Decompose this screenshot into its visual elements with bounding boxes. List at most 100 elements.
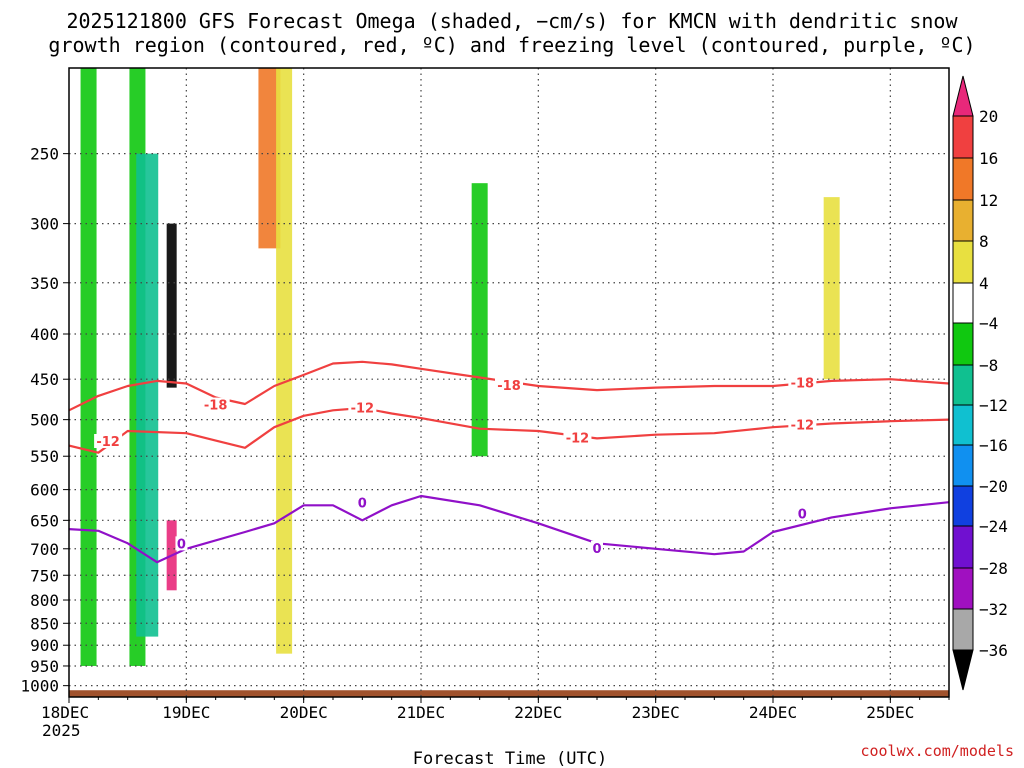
y-tick-label-450: 450 (30, 370, 59, 389)
x-axis-label: Forecast Time (UTC) (413, 749, 607, 768)
colorbar-label-7: −12 (979, 396, 1008, 415)
contour-label-2: -18 (791, 376, 815, 391)
y-tick-label-550: 550 (30, 447, 59, 466)
contour-label-5: -12 (566, 431, 590, 446)
colorbar-swatch-5 (952, 322, 974, 366)
colorbar-label-5: −4 (979, 314, 998, 333)
colorbar-bottom-arrow (952, 649, 974, 691)
x-tick-label-5: 23DEC (632, 703, 680, 722)
y-tick-label-700: 700 (30, 540, 59, 559)
y-tick-label-900: 900 (30, 636, 59, 655)
contour-label-bg-3 (94, 434, 123, 449)
colorbar-label-1: 16 (979, 149, 998, 168)
x-tick-label-3: 21DEC (397, 703, 445, 722)
contour-lines (69, 360, 949, 564)
contour-line-1 (69, 406, 949, 454)
y-tick-label-650: 650 (30, 511, 59, 530)
omega-shading (80, 68, 840, 666)
colorbar: 20 16 12 8 4 −4 −8 −12 −16 −20 −24 −28 −32 −36 (952, 75, 1008, 691)
contour-label-7: 0 (177, 537, 186, 552)
omega-region-8 (823, 197, 840, 380)
x-tick-label-7: 25DEC (866, 703, 914, 722)
omega-region-7 (471, 183, 488, 457)
contour-line-2 (69, 494, 949, 564)
omega-region-2 (136, 153, 159, 637)
y-tick-label-350: 350 (30, 274, 59, 293)
colorbar-label-3: 8 (979, 232, 989, 251)
colorbar-swatch-9 (952, 485, 974, 527)
contour-label-bg-2 (788, 375, 817, 390)
x-axis-year: 2025 (42, 721, 81, 740)
contour-label-1: -18 (497, 379, 521, 394)
colorbar-label-0: 20 (979, 107, 998, 126)
contour-label-bg-9 (591, 540, 603, 555)
colorbar-label-12: −32 (979, 600, 1008, 619)
y-tick-label-750: 750 (30, 566, 59, 585)
colorbar-swatch-0 (952, 115, 974, 159)
y-tick-label-300: 300 (30, 215, 59, 234)
colorbar-swatch-11 (952, 567, 974, 610)
contour-label-6: -12 (791, 419, 815, 434)
contour-label-bg-5 (563, 430, 592, 445)
colorbar-label-10: −24 (979, 517, 1008, 536)
colorbar-label-9: −20 (979, 477, 1008, 496)
x-tick-label-1: 19DEC (162, 703, 210, 722)
y-tick-label-800: 800 (30, 591, 59, 610)
colorbar-swatch-1 (952, 157, 974, 201)
y-tick-label-850: 850 (30, 614, 59, 633)
x-tick-label-4: 22DEC (514, 703, 562, 722)
colorbar-swatch-6 (952, 364, 974, 406)
colorbar-label-8: −16 (979, 436, 1008, 455)
colorbar-swatch-3 (952, 240, 974, 284)
colorbar-label-2: 12 (979, 191, 998, 210)
grid-lines (69, 68, 949, 697)
contour-label-9: 0 (592, 542, 601, 557)
contour-label-4: -12 (351, 402, 375, 417)
y-tick-label-500: 500 (30, 411, 59, 430)
omega-region-0 (80, 68, 97, 666)
chart-title-line1: 2025121800 GFS Forecast Omega (shaded, −… (66, 9, 958, 33)
colorbar-label-4: 4 (979, 274, 989, 293)
y-tick-label-1000: 1000 (20, 677, 59, 696)
contour-label-bg-8 (356, 495, 369, 510)
contour-label-8: 0 (358, 496, 367, 511)
colorbar-swatch-8 (952, 444, 974, 487)
colorbar-top-arrow (952, 75, 974, 117)
contour-label-bg-1 (495, 377, 523, 392)
contour-label-bg-4 (348, 400, 377, 415)
y-tick-label-600: 600 (30, 481, 59, 500)
y-tick-label-250: 250 (30, 145, 59, 164)
colorbar-swatch-12 (952, 608, 974, 651)
x-tick-label-2: 20DEC (280, 703, 328, 722)
omega-region-5 (258, 68, 281, 249)
contour-label-bg-6 (788, 417, 817, 432)
colorbar-label-6: −8 (979, 356, 998, 375)
terrain-band (69, 690, 949, 697)
contour-label-0: -18 (204, 399, 228, 414)
omega-region-6 (276, 68, 293, 654)
contour-label-10: 0 (798, 507, 807, 522)
colorbar-swatch-2 (952, 199, 974, 242)
colorbar-label-11: −28 (979, 559, 1008, 578)
contour-label-bg-7 (175, 536, 188, 551)
contour-label-bg-0 (201, 397, 230, 412)
colorbar-label-13: −36 (979, 641, 1008, 660)
credit-text: coolwx.com/models (860, 742, 1014, 760)
terrain-surface (69, 690, 949, 697)
contour-line-0 (69, 360, 949, 412)
colorbar-swatch-10 (952, 525, 974, 569)
x-tick-label-0: 18DEC (41, 703, 89, 722)
colorbar-swatch-4 (952, 282, 974, 324)
x-tick-label-6: 24DEC (749, 703, 797, 722)
contour-label-bg-10 (796, 506, 809, 521)
x-axis-ticks: 18DEC 19DEC 20DEC 21DEC 22DEC 23DEC 24DEC 25DEC (41, 697, 950, 722)
contour-label-3: -12 (96, 435, 120, 450)
contour-labels: -18 -18 -18 -12 -12 -12 -12 0 0 0 0 (94, 375, 817, 557)
y-tick-label-400: 400 (30, 325, 59, 344)
omega-region-3 (166, 223, 177, 388)
y-tick-label-950: 950 (30, 657, 59, 676)
chart-title-line2: growth region (contoured, red, ºC) and f… (48, 33, 975, 57)
colorbar-swatch-7 (952, 404, 974, 446)
y-axis-ticks: 250 300 350 400 450 500 550 600 650 700 750 800 850 9… (20, 145, 69, 696)
